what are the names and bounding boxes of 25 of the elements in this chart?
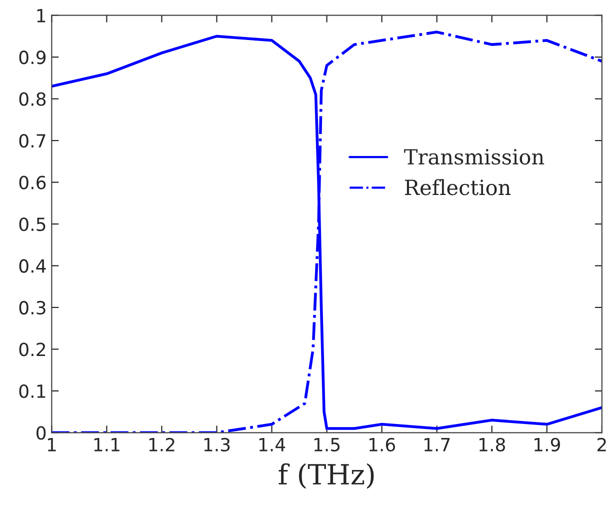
- y-tick-label: 0.4: [19, 259, 46, 273]
- y-tick-label: 1: [37, 9, 46, 22]
- y-tick-label: 0.8: [19, 92, 46, 106]
- x-tick-label: 1.7: [424, 438, 450, 452]
- y-tick-label: 0.9: [19, 50, 46, 64]
- x-tick-label: 1.5: [314, 438, 340, 452]
- y-tick-label: 0.6: [19, 176, 46, 190]
- legend-label: Transmission: [404, 149, 544, 165]
- x-tick-label: 1.3: [204, 438, 230, 452]
- y-tick-label: 0.3: [19, 300, 46, 315]
- x-tick-label: 2: [598, 438, 606, 452]
- x-tick-label: 1.6: [369, 438, 396, 452]
- x-tick-label: 1.9: [534, 438, 560, 452]
- x-axis-title: f (THz): [278, 463, 374, 489]
- x-tick-label: 1: [48, 438, 56, 452]
- y-tick-label: 0.1: [19, 384, 46, 398]
- x-tick-label: 1.4: [259, 438, 286, 452]
- x-tick-label: 1.2: [149, 438, 174, 452]
- y-tick-label: 0.2: [19, 342, 46, 356]
- y-tick-label: 0.7: [19, 134, 46, 148]
- y-tick-label: 0.5: [19, 217, 46, 232]
- x-tick-label: 1.8: [480, 438, 505, 452]
- y-tick-label: 0: [36, 426, 46, 440]
- legend-label: Reflection: [404, 179, 511, 196]
- x-tick-label: 1.1: [94, 438, 120, 452]
